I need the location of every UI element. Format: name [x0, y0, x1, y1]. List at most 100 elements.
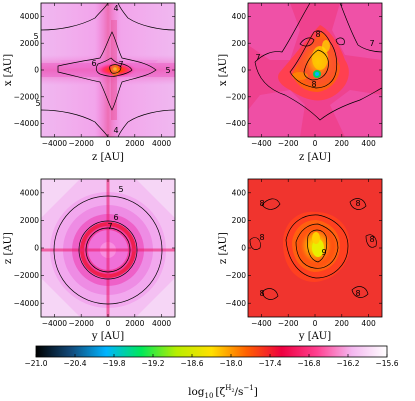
- heatmap-top-left: [41, 3, 175, 137]
- contour-label: 8: [259, 289, 264, 298]
- y-tick-label: 400: [232, 188, 247, 197]
- panel-top-right: 7 7 8 8 −400 −200 0 200 400 400 200 0 −200 −400 z [A…: [218, 2, 383, 163]
- colorbar-label: log10 [ζH2/s−1]: [188, 384, 258, 400]
- y-tick-label: 4000: [20, 12, 39, 21]
- x-tick-label: 200: [335, 319, 350, 328]
- contour-label: 8: [259, 199, 264, 208]
- colorbar-tick-label: −18.0: [220, 359, 243, 368]
- y-tick-label: −4000: [14, 119, 40, 128]
- y-tick-label: 0: [34, 244, 39, 253]
- colorbar-tick-label: −16.8: [298, 359, 321, 368]
- x-tick-label: 400: [361, 139, 376, 148]
- colorbar: −21.0 −20.4 −19.8 −19.2 −18.6 −18.0 −17.4 −16.8…: [25, 345, 399, 400]
- y-tick-label: 200: [232, 216, 247, 225]
- colorbar-ticks: −21.0 −20.4 −19.8 −19.2 −18.6 −18.0 −17.4 −16.8…: [25, 354, 399, 368]
- xlabel-bottom-right: y [AU]: [298, 331, 331, 342]
- heatmap-bottom-right: [248, 179, 382, 317]
- x-tick-label: −2000: [69, 319, 95, 328]
- contour-label: 5: [118, 185, 123, 194]
- contours-bottom-right: [249, 198, 377, 300]
- contour-labels-bottom-right: 8 8 8 8 8 8 9: [259, 199, 374, 298]
- contour-label: 7: [255, 53, 260, 62]
- x-tick-label: 4000: [152, 319, 171, 328]
- x-tick-label: −2000: [69, 139, 95, 148]
- x-tick-label: 0: [106, 139, 111, 148]
- contour-label: 5: [165, 66, 170, 75]
- x-tick-label: −200: [278, 139, 299, 148]
- y-tick-label: 0: [241, 244, 246, 253]
- x-tick-label: 2000: [125, 139, 144, 148]
- ylabel-bottom-right: z [AU]: [218, 232, 229, 264]
- ylabel-top-left: x [AU]: [3, 54, 14, 86]
- x-tick-label: −400: [251, 139, 272, 148]
- x-tick-label: 400: [361, 319, 376, 328]
- x-tick-label: −200: [278, 319, 299, 328]
- xlabel-bottom-left: y [AU]: [91, 331, 124, 342]
- xlabel-top-left: z [AU]: [92, 152, 124, 163]
- y-tick-label: −2000: [14, 271, 40, 280]
- contours-bottom-left: [53, 195, 163, 305]
- contour-label: 8: [355, 289, 360, 298]
- contour-label: 9: [321, 248, 326, 257]
- x-tick-label: 4000: [152, 139, 171, 148]
- xlabel-top-right: z [AU]: [299, 152, 331, 163]
- x-tick-label: −4000: [42, 319, 68, 328]
- y-tick-label: 0: [241, 66, 246, 75]
- contour-label: 7: [369, 39, 374, 48]
- colorbar-tick-label: −17.4: [259, 359, 282, 368]
- colorbar-tick-label: −16.2: [337, 359, 360, 368]
- x-tick-label: −4000: [42, 139, 68, 148]
- y-tick-label: −4000: [14, 299, 40, 308]
- y-tick-label: −400: [225, 299, 246, 308]
- colorbar-gradient: [35, 345, 388, 358]
- contour-label: 7: [107, 222, 112, 231]
- axes-top-right: −400 −200 0 200 400 400 200 0 −200 −400: [225, 3, 382, 148]
- ylabel-top-right: x [AU]: [218, 54, 229, 86]
- contour-label: 8: [315, 30, 320, 39]
- y-tick-label: 2000: [20, 39, 39, 48]
- colorbar-tick-label: −18.6: [181, 359, 204, 368]
- contour-label: 8: [355, 199, 360, 208]
- contours-top-left: [41, 3, 175, 137]
- contour-label: 4: [113, 126, 118, 135]
- contour-label: 8: [259, 233, 264, 242]
- ylabel-bottom-left: z [AU]: [3, 232, 14, 264]
- y-tick-label: −2000: [14, 92, 40, 101]
- axes-bottom-right: −400 −200 0 200 400 400 200 0 −200 −400: [225, 179, 382, 328]
- heatmap-bottom-left: [41, 179, 175, 317]
- contour-label: 6: [113, 213, 118, 222]
- y-tick-label: −200: [225, 271, 246, 280]
- contour-label: 7: [118, 60, 123, 69]
- colorbar-tick-label: −20.4: [64, 359, 87, 368]
- y-tick-label: −200: [225, 92, 246, 101]
- y-tick-label: 200: [232, 39, 247, 48]
- y-tick-label: −400: [225, 119, 246, 128]
- contour-labels-top-right: 7 7 8 8: [255, 30, 374, 89]
- contour-label: 5: [33, 32, 38, 41]
- x-tick-label: 0: [106, 319, 111, 328]
- contour-labels-top-left: 4 5 6 7 5 5 4: [33, 4, 170, 135]
- contours-top-right: [254, 3, 382, 121]
- y-tick-label: 2000: [20, 216, 39, 225]
- contour-label: 5: [35, 99, 40, 108]
- x-tick-label: 200: [335, 139, 350, 148]
- contour-label: 8: [369, 235, 374, 244]
- panel-bottom-left: 567 −4000 −2000 0 2000 4000400020000−2000−40…: [3, 178, 176, 342]
- y-tick-label: 0: [34, 66, 39, 75]
- contour-label: 8: [311, 80, 316, 89]
- contour-label: 6: [91, 59, 96, 68]
- contour-label: 4: [113, 4, 118, 13]
- x-tick-label: 0: [313, 139, 318, 148]
- x-tick-label: 0: [313, 319, 318, 328]
- colorbar-tick-label: −19.8: [103, 359, 126, 368]
- x-tick-label: −400: [251, 319, 272, 328]
- colorbar-tick-label: −19.2: [142, 359, 165, 368]
- colorbar-tick-label: −21.0: [25, 359, 48, 368]
- colorbar-tick-label: −15.6: [376, 359, 399, 368]
- y-tick-label: 4000: [20, 188, 39, 197]
- heatmap-top-right: [248, 3, 382, 137]
